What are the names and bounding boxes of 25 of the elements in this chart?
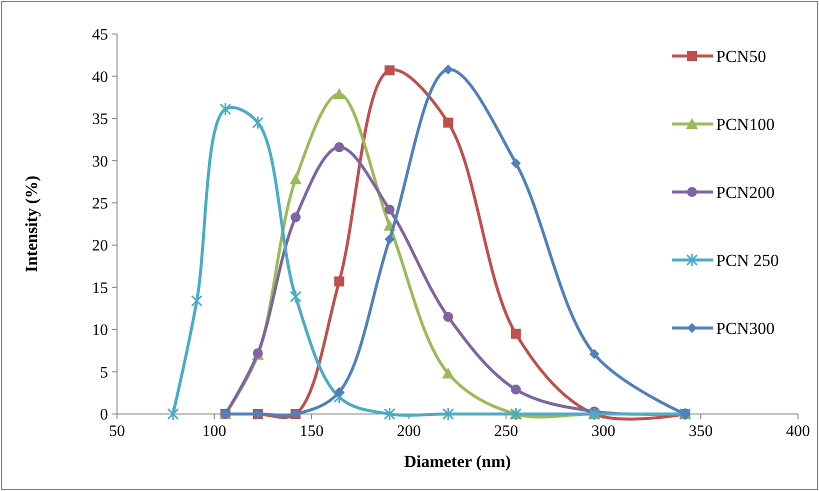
y-tick-label: 5 (100, 364, 108, 382)
legend-label: PCN50 (716, 46, 766, 66)
legend-label: PCN300 (716, 318, 775, 338)
y-tick-label: 45 (92, 26, 108, 44)
y-tick-label: 0 (100, 406, 108, 424)
y-tick-label: 15 (92, 280, 108, 297)
y-tick-label: 35 (92, 111, 108, 128)
x-tick-label: 350 (688, 423, 713, 440)
y-tick-label: 20 (92, 238, 108, 255)
x-tick-label: 100 (202, 423, 226, 440)
legend-label: PCN100 (716, 114, 775, 134)
legend-label: PCN 250 (716, 250, 779, 270)
x-tick-label: 150 (300, 423, 324, 440)
y-tick-label: 30 (92, 153, 108, 170)
x-tick-label: 300 (591, 423, 616, 440)
x-tick-label: 200 (396, 423, 421, 440)
y-tick-label: 40 (92, 68, 108, 86)
x-tick-label: 50 (109, 423, 125, 440)
legend-label: PCN200 (716, 182, 775, 202)
x-tick-label: 250 (494, 423, 518, 440)
y-tick-label: 25 (92, 195, 108, 212)
x-tick-label: 400 (786, 423, 810, 440)
x-axis-title: Diameter (nm) (404, 452, 511, 471)
y-tick-label: 10 (92, 322, 108, 340)
y-axis-title: Intensity (%) (22, 176, 41, 272)
